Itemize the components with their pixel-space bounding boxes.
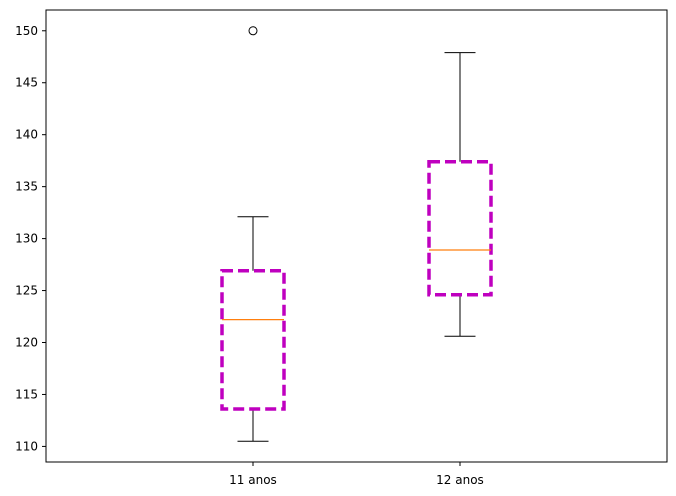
y-tick-label: 140 <box>15 128 38 142</box>
iqr-box <box>427 159 493 297</box>
outlier-point <box>248 26 258 36</box>
y-tick-label: 135 <box>15 180 38 194</box>
y-tick-label: 150 <box>15 24 38 38</box>
y-tick-label: 120 <box>15 336 38 350</box>
iqr-box <box>220 269 286 411</box>
plot-area <box>45 9 668 463</box>
x-tick-label: 11 anos <box>229 473 277 487</box>
x-tick-label: 12 anos <box>436 473 484 487</box>
y-tick-label: 110 <box>15 439 38 453</box>
y-tick-label: 115 <box>15 387 38 401</box>
chart-marks: 110 115 120 125 130 135 140 145 150 11 anos 12 ano… <box>15 24 493 487</box>
y-tick-label: 145 <box>15 76 38 90</box>
y-tick-label: 125 <box>15 284 38 298</box>
y-tick-label: 130 <box>15 232 38 246</box>
